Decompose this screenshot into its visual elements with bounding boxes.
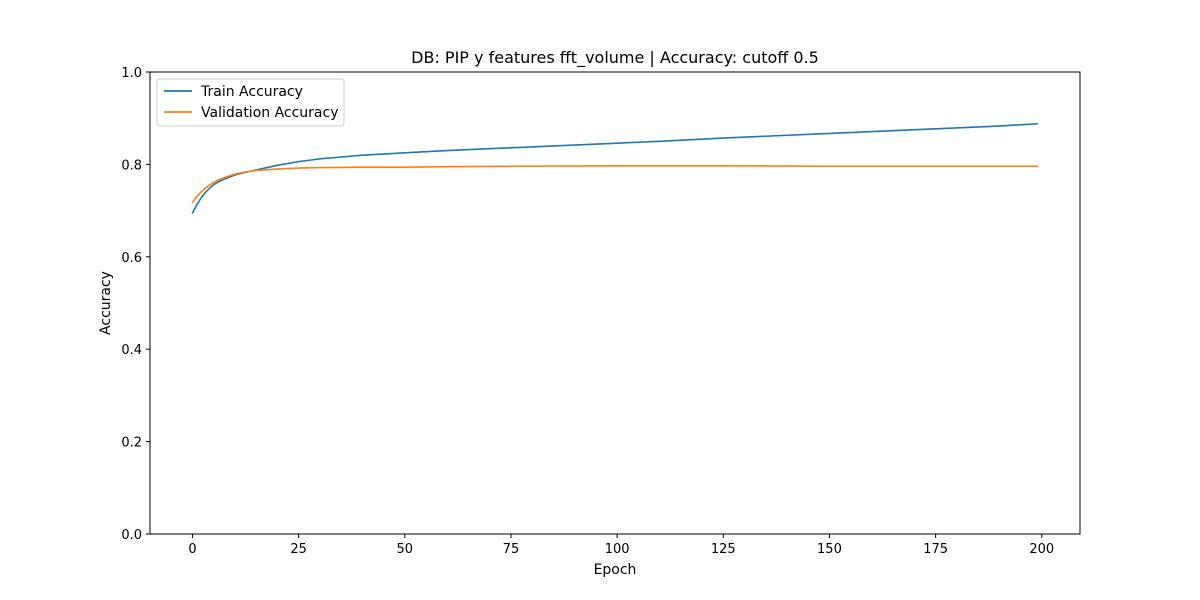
y-tick-label: 0.4 xyxy=(121,343,142,358)
x-tick-label: 50 xyxy=(397,542,414,557)
legend: Train Accuracy Validation Accuracy xyxy=(156,78,345,127)
y-axis-ticks: 0.0 0.2 0.4 0.6 0.8 1.0 xyxy=(121,66,150,543)
x-axis-ticks: 0 25 50 75 100 125 150 175 200 xyxy=(188,534,1054,557)
chart-title: DB: PIP y features fft_volume | Accuracy… xyxy=(411,48,819,68)
y-tick-label: 0.0 xyxy=(121,528,142,543)
legend-entry-2: Validation Accuracy xyxy=(201,105,339,121)
series-line-1 xyxy=(191,122,1039,214)
x-tick-label: 0 xyxy=(188,542,196,557)
x-tick-label: 100 xyxy=(605,542,630,557)
plot-area xyxy=(149,71,1081,535)
y-tick-label: 0.6 xyxy=(121,251,142,266)
y-tick-label: 0.2 xyxy=(121,436,142,451)
x-tick-label: 25 xyxy=(290,542,307,557)
x-tick-label: 125 xyxy=(711,542,736,557)
x-tick-label: 175 xyxy=(923,542,948,557)
y-tick-label: 1.0 xyxy=(121,66,142,81)
legend-box xyxy=(156,78,345,127)
x-tick-label: 75 xyxy=(503,542,520,557)
legend-entry-1: Train Accuracy xyxy=(200,84,303,100)
y-axis-label: Accuracy xyxy=(98,271,114,335)
series-layer xyxy=(191,122,1039,214)
series-line-2 xyxy=(191,164,1039,204)
y-tick-label: 0.8 xyxy=(121,158,142,173)
x-axis-label: Epoch xyxy=(594,562,637,578)
x-tick-label: 150 xyxy=(817,542,842,557)
x-tick-label: 200 xyxy=(1029,542,1054,557)
plot-frame xyxy=(149,71,1081,535)
